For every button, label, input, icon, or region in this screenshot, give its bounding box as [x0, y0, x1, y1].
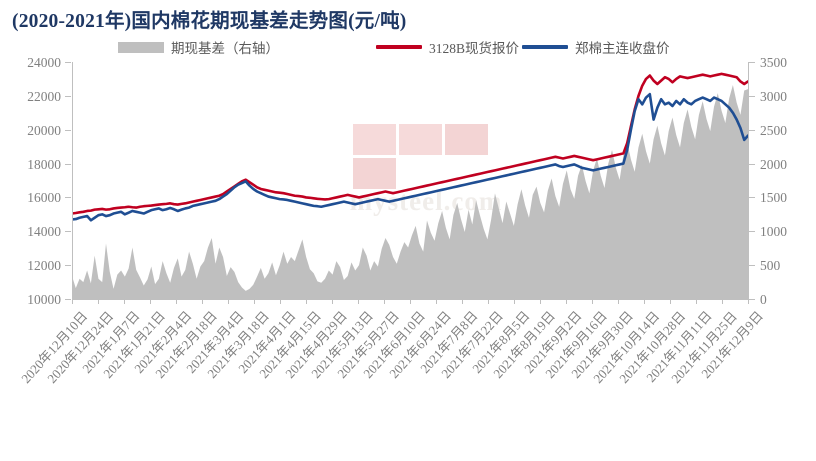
x-axis-tick-mark [228, 299, 229, 304]
chart-title: (2020-2021年)国内棉花期现基差走势图(元/吨) [12, 11, 407, 32]
x-axis-tick-mark [592, 299, 593, 304]
y-axis-left: 10000 12000 14000 16000 18000 20000 22000 24000 [0, 0, 72, 461]
x-axis-tick-mark [644, 299, 645, 304]
y-axis-right-tick-label: 3500 [760, 55, 787, 70]
y-axis-left-tick-label: 16000 [27, 190, 61, 206]
series-area-basis [72, 85, 748, 299]
x-axis-tick-mark [696, 299, 697, 304]
y-axis-right-tick-label: 1500 [760, 190, 787, 206]
x-axis-tick-mark [566, 299, 567, 304]
y-axis-left-tick-mark [65, 62, 71, 63]
x-axis-tick-mark [488, 299, 489, 304]
x-axis-ticks [0, 299, 816, 307]
y-axis-right-tick-mark [749, 129, 755, 131]
chart-canvas [72, 72, 748, 299]
x-axis-tick-mark [748, 299, 749, 304]
legend-item-futures[interactable]: 郑棉主连收盘价 [522, 38, 670, 56]
y-axis-left-tick-label: 22000 [27, 88, 61, 104]
y-axis-right-tick-label: 1000 [760, 224, 787, 240]
legend-label-basis: 期现基差（右轴） [171, 41, 279, 56]
y-axis-right-tick-label: 500 [760, 258, 781, 274]
x-axis-tick-mark [540, 299, 541, 304]
y-axis-left-line [72, 62, 73, 300]
y-axis-left-tick-label: 18000 [27, 156, 61, 172]
x-axis-tick-mark [410, 299, 411, 304]
x-axis-tick-mark [306, 299, 307, 304]
legend-item-basis[interactable]: 期现基差（右轴） [118, 38, 279, 56]
y-axis-left-tick-label: 14000 [27, 224, 61, 240]
x-axis-tick-mark [98, 299, 99, 304]
series-line-futures [72, 92, 748, 222]
y-axis-right-tick-label: 2000 [760, 156, 787, 172]
y-axis-right: 0 500 1000 1500 2000 2500 3000 3500 [749, 0, 816, 461]
y-axis-right-tick-mark [749, 95, 755, 97]
legend-label-spot: 3128B现货报价 [429, 41, 520, 56]
y-axis-right-tick-mark [749, 163, 755, 165]
x-axis-tick-mark [618, 299, 619, 304]
y-axis-right-tick-label: 3000 [760, 88, 787, 104]
y-axis-left-tick-mark [65, 265, 71, 267]
x-axis-tick-mark [384, 299, 385, 304]
y-axis-right-tick-mark [749, 197, 755, 199]
x-axis-tick-mark [150, 299, 151, 304]
x-axis-tick-mark [514, 299, 515, 304]
y-axis-right-line [748, 62, 749, 300]
x-axis-labels: 2020年12月10日 2020年12月24日 2021年1月7日 2021年1月21… [0, 306, 816, 456]
legend-label-futures: 郑棉主连收盘价 [575, 41, 670, 56]
y-axis-left-tick-mark [65, 95, 71, 97]
area-swatch-icon [118, 41, 164, 53]
y-axis-right-tick-label: 0 [760, 292, 767, 307]
x-axis-tick-mark [72, 299, 73, 304]
x-axis-tick-mark [436, 299, 437, 304]
x-axis-tick-mark [176, 299, 177, 304]
y-axis-left-tick-mark [65, 231, 71, 233]
x-axis-tick-mark [358, 299, 359, 304]
x-axis-tick-mark [670, 299, 671, 304]
y-axis-left-tick-mark [65, 197, 71, 199]
y-axis-left-tick-mark [65, 129, 71, 131]
x-axis-tick-mark [722, 299, 723, 304]
x-axis-tick-mark [280, 299, 281, 304]
y-axis-left-tick-mark [65, 163, 71, 165]
y-axis-right-tick-mark [749, 62, 755, 63]
y-axis-right-tick-label: 2500 [760, 122, 787, 138]
x-axis-tick-mark [254, 299, 255, 304]
chart-legend: 期现基差（右轴） 3128B现货报价 郑棉主连收盘价 [118, 38, 788, 56]
y-axis-left-tick-label: 20000 [27, 122, 61, 138]
y-axis-right-tick-mark [749, 231, 755, 233]
x-axis-tick-mark [124, 299, 125, 304]
y-axis-left-tick-mark [65, 299, 71, 300]
y-axis-left-tick-label: 24000 [27, 55, 61, 70]
y-axis-right-tick-mark [749, 265, 755, 267]
plot-area [72, 62, 748, 299]
y-axis-left-tick-label: 10000 [27, 292, 61, 307]
y-axis-right-tick-mark [749, 299, 755, 300]
y-axis-left-tick-label: 12000 [27, 258, 61, 274]
x-axis-tick-mark [202, 299, 203, 304]
legend-item-spot[interactable]: 3128B现货报价 [376, 38, 519, 56]
x-axis-tick-mark [332, 299, 333, 304]
line-swatch-blue-icon [522, 45, 568, 49]
x-axis-tick-mark [462, 299, 463, 304]
line-swatch-red-icon [376, 45, 422, 49]
